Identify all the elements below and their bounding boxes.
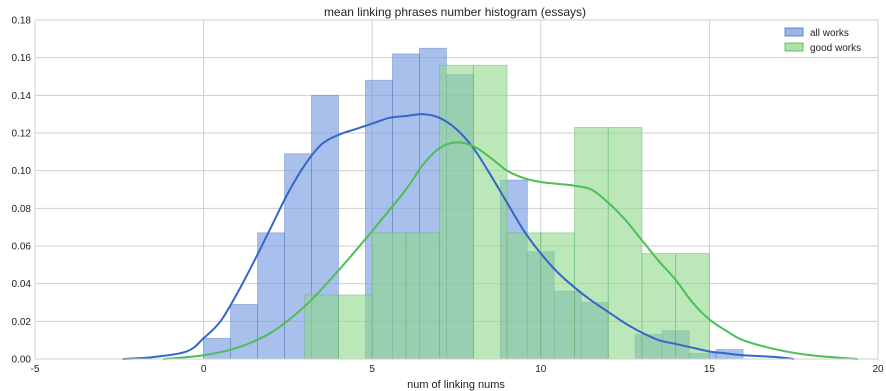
x-tick-label: 20 — [872, 364, 884, 375]
legend-label-all-works: all works — [810, 28, 849, 39]
bar-all-works — [257, 232, 285, 360]
y-tick-label: 0.04 — [12, 279, 32, 290]
bar-good-works — [540, 232, 575, 360]
bar-good-works — [472, 64, 508, 360]
legend-label-good-works: good works — [810, 43, 861, 54]
legend-swatch-all-works — [784, 27, 804, 37]
y-tick-label: 0.14 — [12, 91, 32, 102]
x-tick-label: 15 — [704, 364, 716, 375]
y-tick-label: 0.08 — [12, 204, 32, 215]
legend: all works good works — [784, 27, 861, 54]
bar-good-works — [675, 253, 710, 360]
y-tick-label: 0.18 — [12, 16, 32, 27]
kde-line-good-works — [163, 141, 858, 360]
x-axis-label: num of linking nums — [407, 379, 505, 391]
y-tick-label: 0.12 — [12, 129, 32, 140]
y-tick-label: 0.06 — [12, 242, 32, 253]
x-tick-label: -5 — [31, 364, 40, 375]
chart-title: mean linking phrases number histogram (e… — [324, 5, 586, 19]
bar-good-works — [405, 232, 441, 360]
x-tick-labels: -5 0 5 10 15 20 — [31, 364, 884, 375]
bar-all-works — [230, 303, 258, 360]
bar-good-works — [439, 64, 474, 360]
plot-frame — [34, 19, 879, 360]
y-tick-label: 0.00 — [12, 355, 32, 366]
y-tick-label: 0.10 — [12, 166, 32, 177]
x-tick-label: 0 — [201, 364, 207, 375]
bar-good-works — [506, 232, 542, 360]
bar-all-works — [203, 337, 231, 360]
y-tick-labels: 0.00 0.02 0.04 0.06 0.08 0.10 0.12 0.14 0.16 0.18 — [12, 16, 32, 366]
bar-good-works — [641, 253, 677, 360]
x-tick-label: 5 — [369, 364, 375, 375]
bar-good-works — [371, 232, 407, 360]
bar-good-works — [304, 294, 339, 360]
legend-swatch-good-works — [784, 42, 804, 52]
bar-good-works — [338, 294, 373, 360]
x-tick-label: 10 — [535, 364, 547, 375]
bar-good-works — [574, 126, 609, 360]
y-tick-label: 0.16 — [12, 53, 32, 64]
y-tick-label: 0.02 — [12, 317, 32, 328]
kde-line-all-works — [122, 113, 794, 360]
